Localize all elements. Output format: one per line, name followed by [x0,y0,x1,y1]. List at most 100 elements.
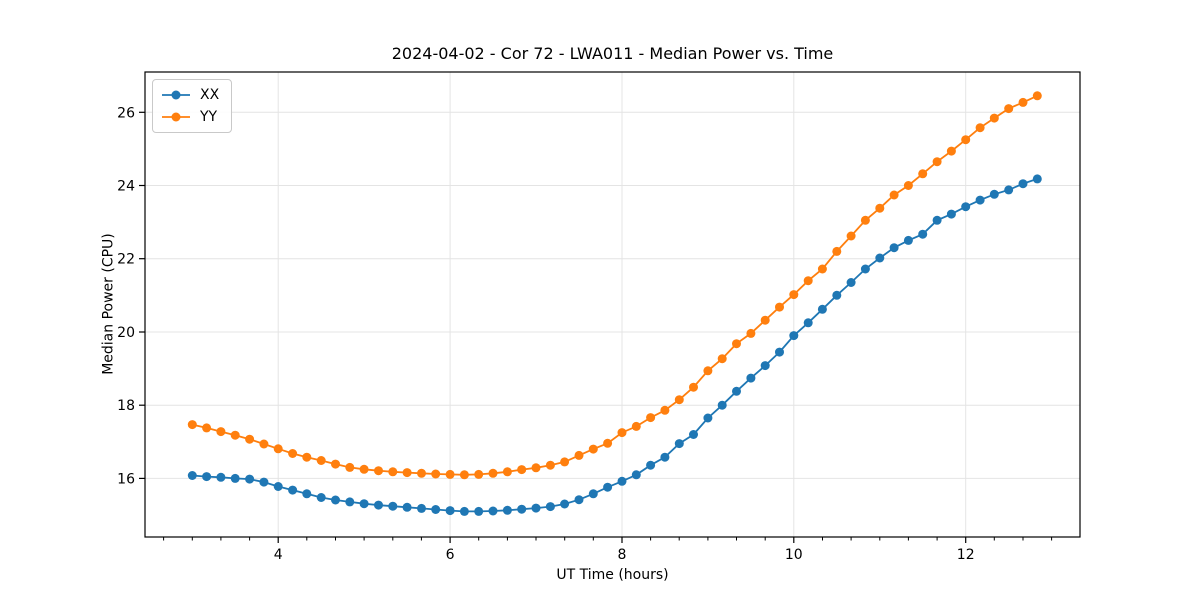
series-yy-point [288,449,298,458]
series-yy-point [817,264,827,274]
series-xx-point [388,501,398,511]
x-tick-label: 4 [274,547,283,563]
series-yy-point [459,470,469,480]
series-xx-point [1032,174,1042,184]
series-yy-point [216,427,226,437]
series-xx-point [588,489,598,499]
series-xx-point [717,400,727,410]
series-xx-point [187,471,197,480]
series-yy-point [660,405,670,415]
series-xx-point [918,229,928,239]
series-xx-point [860,264,870,274]
series-yy-point [488,468,498,478]
series-xx-point [431,505,441,514]
series-yy-point [832,246,842,256]
series-xx-point [545,502,555,512]
series-yy-point [875,203,885,213]
series-xx-point [259,477,269,487]
series-yy-point [746,328,756,338]
x-tick-label: 6 [446,547,455,563]
series-xx-point [502,505,512,515]
y-tick-label: 24 [117,179,135,195]
series-yy-point [588,444,598,454]
series-xx-point [775,347,784,357]
series-xx-point [1004,185,1014,195]
series-yy-point [202,423,212,433]
series-xx-point [961,202,971,212]
series-xx-point [402,502,412,512]
series-yy-point [517,465,527,475]
series-yy-point [989,113,999,123]
series-xx-point [732,386,741,396]
series-yy-point [717,354,727,364]
y-tick-label: 22 [117,252,135,268]
series-xx-point [760,361,770,371]
series-xx-point [846,278,856,287]
series-xx-point [989,189,999,199]
series-xx-point [689,430,698,439]
series-xx-point [646,460,656,470]
series-yy-point [703,366,713,376]
series-yy-point [345,462,355,472]
series-yy-point [760,315,770,325]
series-yy-point [374,466,383,476]
y-tick-label: 18 [117,398,135,414]
series-xx-point [345,497,355,507]
series-yy-point [631,421,641,431]
series-xx-point [230,473,240,483]
series-xx-point [631,470,641,480]
series-xx-point [903,235,913,245]
series-yy-point [531,463,541,473]
series-yy-point [560,457,570,467]
series-yy-point [775,302,784,312]
y-tick-label: 16 [117,471,135,487]
legend-item-yy: YY [161,107,219,127]
series-xx-point [474,506,484,516]
y-tick-label: 20 [117,325,135,341]
series-xx-point [288,485,298,495]
series-yy-point [417,468,426,478]
series-yy-point [302,452,312,462]
series-yy-point [646,413,656,423]
series-xx-point [660,452,670,462]
series-xx-point [374,500,383,510]
x-tick-label: 12 [957,547,975,563]
x-axis-label: UT Time (hours) [556,567,669,583]
series-xx-point [560,499,570,509]
axes-spines [144,71,1081,538]
legend-item-xx: XX [161,85,219,105]
legend-line-marker-yy-icon [162,112,190,122]
series-yy-point [889,190,899,200]
series-xx-point [832,290,842,300]
series-xx-point [517,504,527,514]
series-yy-point [502,467,512,477]
series-xx-point [817,304,827,314]
series-yy-point [474,469,484,479]
series-yy-point [431,469,441,479]
y-tick-label: 26 [117,105,135,121]
series-xx-point [445,506,455,516]
series-yy-point [316,456,326,465]
series-yy-point [975,123,985,133]
series-yy-point [1004,104,1014,114]
series-yy-point [388,467,398,477]
series-yy-point [789,290,799,300]
series-xx-point [359,499,369,509]
x-tick-label: 10 [785,547,803,563]
series-yy-point [331,459,340,469]
series-xx-point [245,474,255,484]
series-yy-point [273,444,283,454]
series-xx-point [703,413,713,423]
series-xx-point [417,503,426,513]
series-xx-point [875,253,885,263]
series-xx-point [617,476,627,486]
series-yy-point [359,464,369,474]
chart-title: 2024-04-02 - Cor 72 - LWA011 - Median Po… [391,44,834,63]
legend: XX YY [152,79,233,133]
series-xx-point [488,506,498,516]
series-yy-point [445,469,455,479]
series-yy-point [574,450,584,460]
series-yy-point [961,135,971,145]
series-yy-line [192,94,1038,476]
